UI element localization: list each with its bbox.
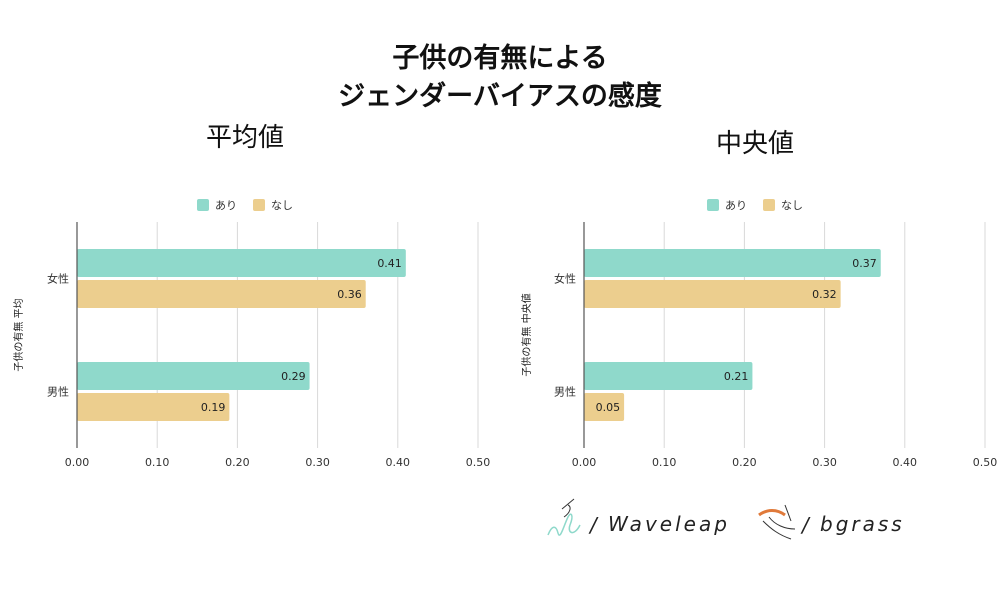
- chart-1-bar-1-0: [584, 362, 753, 390]
- waveleap-logo-text: Waveleap: [608, 512, 730, 536]
- logos: / Waveleap / bgrass: [547, 498, 905, 540]
- chart-0-bar-0-0: [77, 249, 406, 277]
- chart-0-xtick-0: 0.00: [65, 456, 90, 469]
- chart-1-bar-0-0: [584, 249, 881, 277]
- chart-0-category-label-1: 男性: [47, 385, 69, 399]
- chart-0-legend-label-1: なし: [271, 199, 293, 212]
- chart-0-xtick-4: 0.40: [386, 456, 411, 469]
- chart-1-title: 中央値: [716, 129, 794, 159]
- chart-1-bar-1-1: [584, 393, 625, 421]
- chart-0-data-label-1-0: 0.29: [281, 370, 306, 383]
- chart-1-data-label-1-1: 0.05: [596, 401, 621, 414]
- bgrass-logo-icon: [758, 504, 796, 540]
- chart-1-xtick-2: 0.20: [732, 456, 757, 469]
- chart-1-ylabel: 子供の有無 中央値: [520, 293, 533, 376]
- chart-0-legend-label-0: あり: [215, 199, 237, 212]
- waveleap-logo-icon: [547, 498, 581, 536]
- chart-1-xtick-4: 0.40: [893, 456, 918, 469]
- logo-slash-1: /: [588, 513, 600, 537]
- chart-0-category-label-0: 女性: [47, 272, 69, 286]
- chart-1-legend-label-1: なし: [781, 199, 803, 212]
- chart-1-xtick-5: 0.50: [973, 456, 998, 469]
- chart-0-ylabel: 子供の有無 平均: [12, 298, 25, 371]
- main-title: 子供の有無による ジェンダーバイアスの感度: [0, 40, 1000, 116]
- main-title-line2: ジェンダーバイアスの感度: [338, 81, 662, 112]
- chart-0-bar-0-1: [77, 280, 366, 308]
- chart-1-data-label-0-0: 0.37: [852, 257, 877, 270]
- chart-1-data-label-1-0: 0.21: [724, 370, 749, 383]
- chart-1-legend-swatch-0: [707, 199, 719, 211]
- bgrass-logo-text: bgrass: [820, 512, 905, 536]
- chart-0-bar-1-0: [77, 362, 310, 390]
- chart-1-category-label-0: 女性: [554, 272, 576, 286]
- chart-1-legend-label-0: あり: [725, 199, 747, 212]
- chart-0-xtick-2: 0.20: [225, 456, 250, 469]
- chart-1-xtick-3: 0.30: [812, 456, 837, 469]
- chart-0-data-label-0-1: 0.36: [337, 288, 362, 301]
- chart-1-category-label-1: 男性: [554, 385, 576, 399]
- chart-0-xtick-5: 0.50: [466, 456, 491, 469]
- chart-1-legend-swatch-1: [763, 199, 775, 211]
- chart-1-data-label-0-1: 0.32: [812, 288, 837, 301]
- chart-0-bar-1-1: [77, 393, 230, 421]
- chart-1-xtick-0: 0.00: [572, 456, 597, 469]
- chart-0-data-label-0-0: 0.41: [377, 257, 402, 270]
- chart-1-xtick-1: 0.10: [652, 456, 677, 469]
- logo-slash-2: /: [800, 513, 812, 537]
- chart-0-legend-swatch-0: [197, 199, 209, 211]
- chart-0-xtick-3: 0.30: [305, 456, 330, 469]
- chart-0-xtick-1: 0.10: [145, 456, 170, 469]
- chart-1-bar-0-1: [584, 280, 841, 308]
- main-title-line1: 子供の有無による: [392, 43, 608, 74]
- chart-0-data-label-1-1: 0.19: [201, 401, 226, 414]
- chart-0-title: 平均値: [206, 123, 284, 153]
- chart-0-legend-swatch-1: [253, 199, 265, 211]
